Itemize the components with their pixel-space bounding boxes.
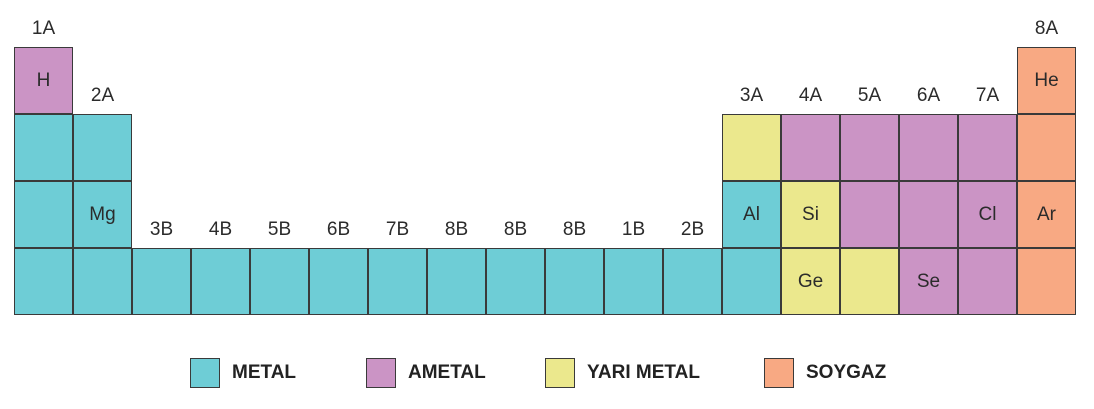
element-cell	[840, 248, 899, 315]
legend-swatch-soygaz	[764, 358, 794, 388]
group-label-6b: 6B	[326, 219, 351, 240]
legend-metal: METAL	[190, 358, 296, 388]
element-cell	[1017, 114, 1076, 181]
element-cell	[722, 114, 781, 181]
element-cell-se: Se	[899, 248, 958, 315]
element-cell	[781, 114, 840, 181]
element-cell	[191, 248, 250, 315]
legend-swatch-yari-metal	[545, 358, 575, 388]
element-cell	[14, 248, 73, 315]
legend-label-yari-metal: YARI METAL	[587, 362, 700, 383]
element-cell	[309, 248, 368, 315]
legend-soygaz: SOYGAZ	[764, 358, 886, 388]
group-label-1a: 1A	[31, 18, 56, 39]
group-label-1b: 1B	[621, 219, 646, 240]
group-label-8b: 8B	[562, 219, 587, 240]
element-cell	[14, 181, 73, 248]
element-cell	[663, 248, 722, 315]
group-label-8b: 8B	[444, 219, 469, 240]
legend-swatch-metal	[190, 358, 220, 388]
element-cell	[73, 114, 132, 181]
legend-label-ametal: AMETAL	[408, 362, 486, 383]
legend-ametal: AMETAL	[366, 358, 486, 388]
group-label-8a: 8A	[1034, 18, 1059, 39]
element-cell	[899, 114, 958, 181]
element-cell	[1017, 248, 1076, 315]
group-label-2a: 2A	[90, 85, 115, 106]
legend-label-soygaz: SOYGAZ	[806, 362, 887, 383]
element-cell-al: Al	[722, 181, 781, 248]
element-cell	[604, 248, 663, 315]
legend-swatch-ametal	[366, 358, 396, 388]
element-cell	[722, 248, 781, 315]
element-cell-mg: Mg	[73, 181, 132, 248]
element-cell	[14, 114, 73, 181]
group-label-5b: 5B	[267, 219, 292, 240]
element-cell	[486, 248, 545, 315]
element-cell	[73, 248, 132, 315]
group-label-7b: 7B	[385, 219, 410, 240]
element-cell-ar: Ar	[1017, 181, 1076, 248]
element-cell	[250, 248, 309, 315]
group-label-3a: 3A	[739, 85, 764, 106]
group-label-4b: 4B	[208, 219, 233, 240]
element-cell	[840, 181, 899, 248]
group-label-5a: 5A	[857, 85, 882, 106]
legend-label-metal: METAL	[232, 362, 297, 383]
group-label-6a: 6A	[916, 85, 941, 106]
group-label-2b: 2B	[680, 219, 705, 240]
element-cell-he: He	[1017, 47, 1076, 114]
element-cell	[132, 248, 191, 315]
element-cell	[958, 114, 1017, 181]
group-label-3b: 3B	[149, 219, 174, 240]
element-cell-ge: Ge	[781, 248, 840, 315]
element-cell	[840, 114, 899, 181]
group-label-8b: 8B	[503, 219, 528, 240]
element-cell-si: Si	[781, 181, 840, 248]
element-cell-h: H	[14, 47, 73, 114]
group-label-7a: 7A	[975, 85, 1000, 106]
legend-yari-metal: YARI METAL	[545, 358, 700, 388]
element-cell	[545, 248, 604, 315]
group-label-4a: 4A	[798, 85, 823, 106]
element-cell	[368, 248, 427, 315]
element-cell-cl: Cl	[958, 181, 1017, 248]
element-cell	[427, 248, 486, 315]
element-cell	[958, 248, 1017, 315]
element-cell	[899, 181, 958, 248]
